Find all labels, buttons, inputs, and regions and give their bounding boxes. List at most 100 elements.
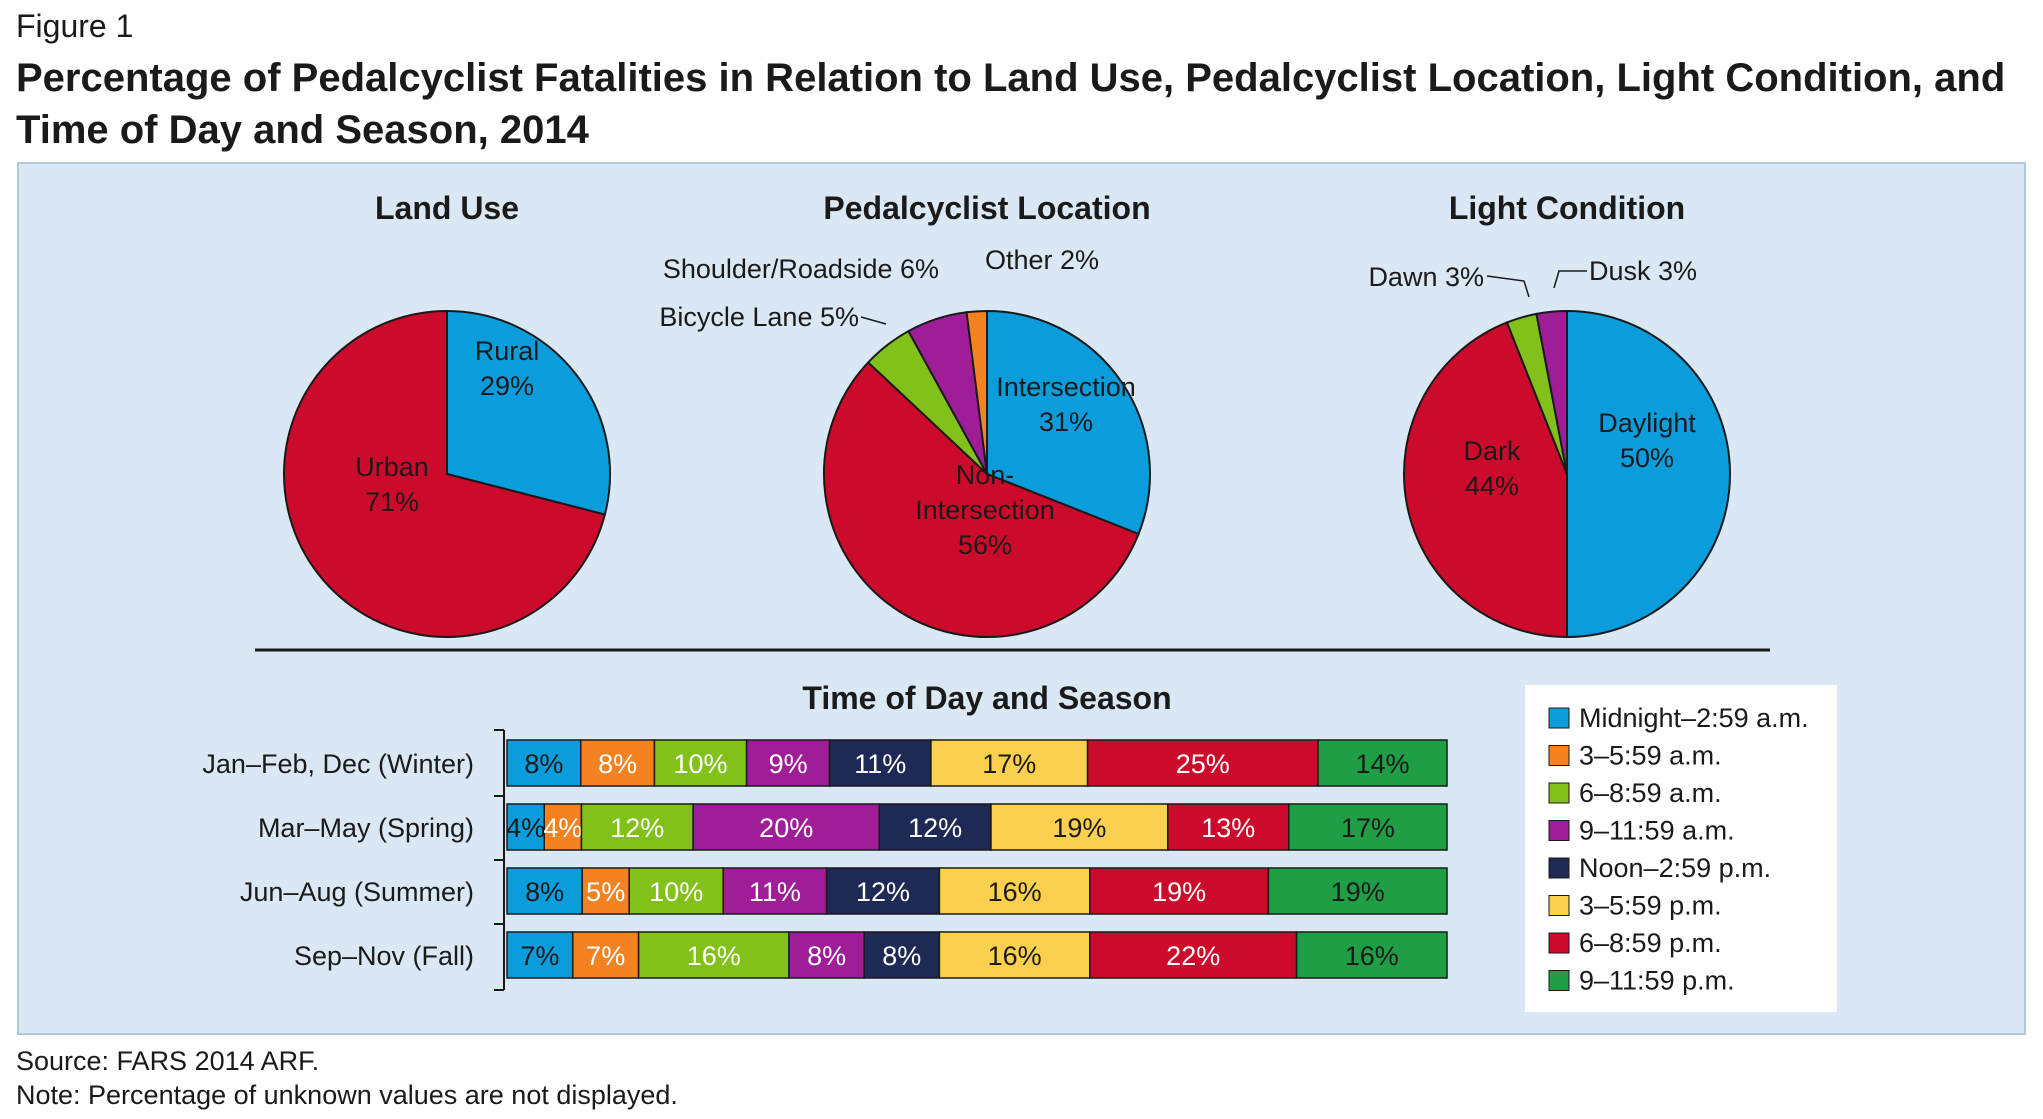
bar-segment-sep-nov-fall-6-8-59-a-m: [637, 931, 790, 979]
legend-label-6-8-59-p-m: 6–8:59 p.m.: [1579, 928, 1722, 958]
bar-value-label: 16%: [988, 941, 1042, 971]
bar-segment-jan-feb-dec-winter-3-5-59-a-m: [579, 739, 656, 787]
chart-canvas: Land Use Rural 29% Urban 71% Pedalcyclist Loc…: [202, 190, 1837, 1012]
pie-label-bicycle-lane: Bicycle Lane 5%: [659, 302, 859, 332]
bar-segment-sep-nov-fall-midnight-2-59-a-m: [506, 931, 574, 979]
bar-value-label: 22%: [1166, 941, 1220, 971]
bar-segment-jun-aug-summer-9-11-59-p-m: [1267, 867, 1448, 915]
pie-slice-dark: [1403, 321, 1568, 639]
bar-category-label-sep-nov-fall: Sep–Nov (Fall): [294, 941, 474, 971]
bar-value-label: 19%: [1052, 813, 1106, 843]
legend-label-noon-2-59-p-m: Noon–2:59 p.m.: [1579, 853, 1771, 883]
bar-value-label: 17%: [982, 749, 1036, 779]
bar-segment-jan-feb-dec-winter-6-8-59-p-m: [1086, 739, 1319, 787]
bar-value-label: 11%: [854, 749, 906, 779]
bar-segment-jan-feb-dec-winter-9-11-59-p-m: [1317, 739, 1448, 787]
pie-slice-intersection: [986, 309, 1151, 536]
bar-value-label: 8%: [882, 941, 921, 971]
pie-title-land-use: Land Use: [375, 190, 519, 226]
bar-value-label: 16%: [988, 877, 1042, 907]
bar-value-label: 8%: [807, 941, 846, 971]
bar-segment-mar-may-spring-6-8-59-a-m: [580, 803, 694, 851]
legend-label-midnight-2-59-a-m: Midnight–2:59 a.m.: [1579, 703, 1809, 733]
pie-label-dusk: Dusk 3%: [1589, 256, 1697, 286]
bar-chart-title: Time of Day and Season: [802, 680, 1171, 716]
bar-value-label: 9%: [769, 749, 808, 779]
bar-value-label: 25%: [1176, 749, 1230, 779]
bar-segment-mar-may-spring-6-8-59-p-m: [1167, 803, 1290, 851]
leader-line-dawn: [1486, 275, 1530, 298]
legend-label-9-11-59-p-m: 9–11:59 p.m.: [1579, 966, 1735, 996]
legend-swatch-9-11-59-p-m: [1548, 970, 1570, 991]
bar-value-label: 20%: [759, 813, 813, 843]
footnote: Note: Percentage of unknown values are n…: [16, 1080, 678, 1110]
bar-value-label: 8%: [525, 877, 564, 907]
bar-segment-jun-aug-summer-6-8-59-a-m: [628, 867, 724, 915]
bar-value-label: 8%: [598, 749, 637, 779]
bar-segment-jun-aug-summer-3-5-59-p-m: [938, 867, 1091, 915]
bar-category-label-jan-feb-dec-winter: Jan–Feb, Dec (Winter): [202, 749, 474, 779]
pie-slice-rural: [446, 309, 611, 516]
pie-slice-daylight: [1566, 309, 1731, 639]
bar-category-label-mar-may-spring: Mar–May (Spring): [258, 813, 474, 843]
legend-swatch-9-11-59-a-m: [1548, 820, 1570, 841]
bar-segment-mar-may-spring-9-11-59-p-m: [1288, 803, 1448, 851]
bar-value-label: 8%: [524, 749, 563, 779]
legend-label-6-8-59-a-m: 6–8:59 a.m.: [1579, 778, 1722, 808]
pie-label-intersection: Intersection 31%: [996, 372, 1136, 437]
source-note: Source: FARS 2014 ARF.: [16, 1046, 320, 1076]
legend-swatch-midnight-2-59-a-m: [1548, 707, 1570, 729]
bar-value-label: 17%: [1341, 813, 1395, 843]
bar-value-label: 4%: [543, 813, 582, 843]
leader-line-bicycle-lane: [860, 316, 887, 325]
bar-segment-jan-feb-dec-winter-9-11-59-a-m: [745, 739, 831, 787]
bar-segment-jan-feb-dec-winter-midnight-2-59-a-m: [506, 739, 582, 787]
pie-label-urban: Urban 71%: [355, 452, 429, 517]
bar-value-label: 19%: [1331, 877, 1385, 907]
bar-segment-jan-feb-dec-winter-noon-2-59-p-m: [828, 739, 932, 787]
bar-segment-sep-nov-fall-9-11-59-p-m: [1295, 931, 1448, 979]
bar-segment-mar-may-spring-9-11-59-a-m: [692, 803, 881, 851]
chart-panel: Land Use Rural 29% Urban 71% Pedalcyclist Loc…: [17, 162, 2026, 1035]
bar-value-label: 7%: [520, 941, 559, 971]
bar-segment-mar-may-spring-midnight-2-59-a-m: [506, 803, 545, 851]
bar-category-label-jun-aug-summer: Jun–Aug (Summer): [240, 877, 474, 907]
bar-segment-jun-aug-summer-3-5-59-a-m: [581, 867, 630, 915]
bar-value-label: 12%: [856, 877, 910, 907]
pie-slice-dusk: [1535, 309, 1568, 475]
pie-label-dawn: Dawn 3%: [1368, 262, 1484, 292]
legend-label-3-5-59-a-m: 3–5:59 a.m.: [1579, 741, 1722, 771]
bar-segment-jun-aug-summer-9-11-59-a-m: [722, 867, 828, 915]
bar-value-label: 19%: [1152, 877, 1206, 907]
pie-label-dark: Dark 44%: [1463, 436, 1521, 501]
bar-segment-jun-aug-summer-noon-2-59-p-m: [825, 867, 941, 915]
bar-segment-sep-nov-fall-3-5-59-p-m: [938, 931, 1091, 979]
bar-segment-sep-nov-fall-3-5-59-a-m: [572, 931, 640, 979]
pie-slice-other: [965, 309, 988, 475]
legend-swatch-3-5-59-a-m: [1548, 745, 1570, 766]
bar-value-label: 16%: [687, 941, 741, 971]
bar-value-label: 11%: [749, 877, 801, 907]
pie-label-non-intersection: Non-Intersection 56%: [915, 460, 1055, 560]
bar-segment-sep-nov-fall-6-8-59-p-m: [1089, 931, 1298, 979]
pie-slice-urban: [283, 309, 607, 638]
bar-value-label: 5%: [586, 877, 625, 907]
figure-label: Figure 1: [16, 8, 134, 44]
bar-value-label: 16%: [1345, 941, 1399, 971]
legend-label-9-11-59-a-m: 9–11:59 a.m.: [1579, 816, 1735, 846]
bar-value-label: 10%: [674, 749, 728, 779]
legend-swatch-noon-2-59-p-m: [1548, 857, 1570, 879]
pie-slice-non-intersection: [823, 361, 1140, 638]
bar-value-label: 10%: [649, 877, 703, 907]
figure-title: Percentage of Pedalcyclist Fatalities in…: [16, 56, 2006, 152]
bar-segment-jun-aug-summer-6-8-59-p-m: [1089, 867, 1270, 915]
legend-swatch-3-5-59-p-m: [1548, 895, 1570, 916]
legend-label-3-5-59-p-m: 3–5:59 p.m.: [1579, 891, 1722, 921]
pie-title-pedalcyclist-location: Pedalcyclist Location: [823, 190, 1150, 226]
bar-value-label: 12%: [908, 813, 962, 843]
legend-swatch-6-8-59-a-m: [1548, 782, 1570, 804]
pie-label-daylight: Daylight 50%: [1598, 408, 1696, 473]
bar-value-label: 4%: [506, 813, 545, 843]
pie-label-other: Other 2%: [985, 245, 1099, 275]
bar-segment-mar-may-spring-noon-2-59-p-m: [878, 803, 992, 851]
